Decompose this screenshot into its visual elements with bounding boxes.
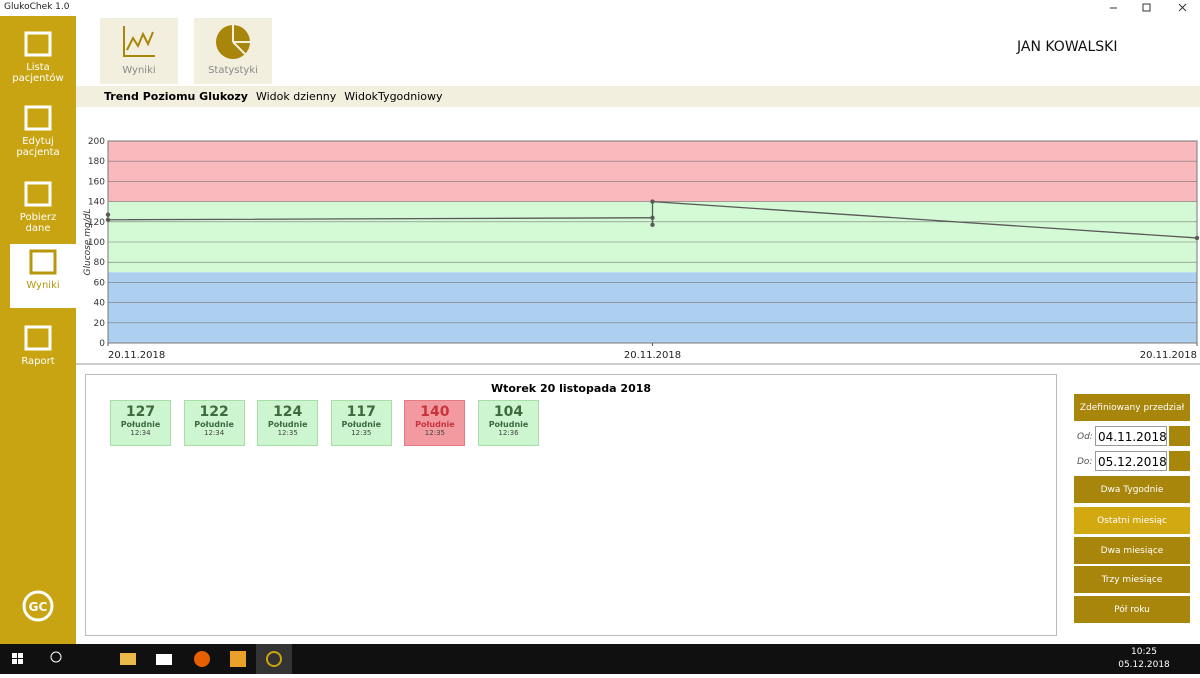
app-logo: GC	[16, 588, 60, 628]
reading-label: Południe	[120, 420, 161, 429]
preset-button[interactable]: Dwa Tygodnie	[1074, 476, 1190, 503]
sidebar-item[interactable]: Lista pacjentów	[10, 26, 66, 88]
x-tick-label: 20.11.2018	[108, 350, 165, 361]
y-tick-label: 40	[94, 299, 106, 309]
sidebar-icon	[29, 249, 57, 275]
range-band	[108, 272, 1197, 343]
reading-card[interactable]: 117 Południe 12:35	[330, 400, 392, 446]
subnav: Trend Poziomu Glukozy Widok dzienny WidokT…	[76, 86, 1200, 107]
sidebar-label: Wyniki	[26, 280, 60, 291]
window-controls[interactable]	[1100, 0, 1200, 16]
reading-value: 140	[420, 404, 450, 420]
svg-text:GC: GC	[29, 600, 48, 614]
preset-button[interactable]: Ostatni miesiąc	[1074, 507, 1190, 534]
sidebar-label: Edytuj pacjenta	[16, 136, 60, 158]
from-label: Od:	[1077, 432, 1093, 442]
separator	[76, 363, 1200, 365]
tab-label: Wyniki	[122, 65, 156, 76]
day-title: Wtorek 20 listopada 2018	[490, 382, 652, 395]
x-tick-label: 20.11.2018	[1140, 350, 1197, 361]
y-tick-label: 180	[88, 157, 105, 167]
tab-label: Statystyki	[208, 65, 258, 76]
sidebar-label: Lista pacjentów	[12, 62, 64, 84]
preset-button[interactable]: Trzy miesiące	[1074, 566, 1190, 593]
clock-time: 10:25	[1131, 647, 1157, 657]
sidebar-label: Pobierz dane	[19, 212, 57, 234]
sidebar-icon	[24, 181, 52, 207]
tab-statystyki[interactable]: Statystyki	[194, 18, 272, 84]
sidebar-item[interactable]: Raport	[10, 320, 66, 380]
y-tick-label: 200	[88, 137, 105, 147]
sidebar-icon	[24, 31, 52, 57]
reading-label: Południe	[194, 420, 234, 429]
y-tick-label: 0	[99, 339, 105, 349]
taskbar-icons[interactable]	[0, 644, 300, 674]
data-point	[650, 215, 655, 220]
day-panel: Wtorek 20 listopada 2018 127 Południe 12:3…	[85, 374, 1057, 636]
data-point	[1194, 235, 1200, 241]
reading-card[interactable]: 127 Południe 12:34	[110, 400, 171, 446]
y-tick-label: 20	[94, 319, 106, 329]
reading-time: 12:36	[498, 429, 519, 437]
reading-value: 124	[273, 404, 303, 420]
chart: 0 20 40 60 80 100 120 140 160 180 200 Glucose mg/dL…	[83, 137, 1200, 361]
sidebar-item[interactable]: Edytuj pacjenta	[10, 100, 66, 162]
range-button[interactable]: Zdefiniowany przedział	[1074, 394, 1190, 421]
sidebar-item[interactable]: Wyniki	[10, 244, 76, 308]
reading-card[interactable]: 140 Południe 12:35	[404, 400, 466, 446]
subnav-item[interactable]: Widok dzienny	[255, 90, 337, 103]
y-tick-label: 60	[94, 278, 106, 288]
to-input[interactable]: 05.12.2018	[1095, 451, 1167, 471]
user-name: JAN KOWALSKI	[1017, 39, 1118, 55]
reading-label: Południe	[488, 420, 529, 429]
window-title: GlukoChek 1.0	[4, 2, 70, 12]
reading-label: Południe	[415, 420, 455, 429]
sidebar-icon	[24, 105, 52, 131]
reading-time: 12:34	[130, 429, 151, 437]
reading-card[interactable]: 124 Południe 12:35	[257, 400, 319, 446]
y-tick-label: 100	[88, 238, 105, 248]
reading-card[interactable]: 104 Południe 12:36	[478, 400, 539, 446]
range-band	[108, 141, 1197, 202]
tab-wyniki[interactable]: Wyniki	[100, 18, 178, 84]
taskbar: 10:25 05.12.2018	[0, 644, 1200, 674]
reading-time: 12:34	[204, 429, 225, 437]
x-tick-label: 20.11.2018	[624, 350, 681, 361]
reading-value: 104	[493, 404, 524, 420]
subnav-item[interactable]: Trend Poziomu Glukozy	[104, 90, 248, 103]
data-point	[105, 217, 111, 222]
reading-value: 117	[346, 404, 376, 420]
y-tick-label: 80	[94, 258, 106, 268]
sidebar-label: Raport	[21, 356, 55, 367]
reading-value: 127	[125, 404, 156, 420]
to-label: Do:	[1077, 457, 1093, 467]
y-tick-label: 140	[88, 198, 105, 208]
preset-button[interactable]: Dwa miesiące	[1074, 537, 1190, 564]
reading-card[interactable]: 122 Południe 12:34	[183, 400, 245, 446]
reading-value: 122	[199, 404, 229, 420]
reading-label: Południe	[267, 420, 308, 429]
subnav-item[interactable]: WidokTygodniowy	[344, 90, 443, 103]
reading-time: 12:35	[277, 429, 298, 437]
reading-label: Południe	[341, 420, 382, 429]
data-point	[650, 222, 655, 228]
data-point	[650, 199, 655, 204]
y-tick-label: 160	[88, 177, 105, 187]
preset-button[interactable]: Pół roku	[1074, 596, 1190, 623]
sidebar-icon	[24, 325, 52, 351]
data-point	[105, 212, 111, 217]
sidebar-item[interactable]: Pobierz dane	[10, 176, 66, 234]
sidebar: Lista pacjentów Edytuj pacjenta Pobierz da…	[0, 16, 76, 644]
calendar-button[interactable]	[1169, 426, 1190, 446]
clock-date: 05.12.2018	[1118, 660, 1170, 670]
y-axis-label: Glucose mg/dL	[83, 209, 93, 276]
calendar-button[interactable]	[1169, 451, 1190, 471]
reading-time: 12:35	[351, 429, 372, 437]
from-input[interactable]: 04.11.2018	[1095, 426, 1167, 446]
y-tick-label: 120	[88, 218, 105, 228]
reading-time: 12:35	[424, 429, 445, 437]
